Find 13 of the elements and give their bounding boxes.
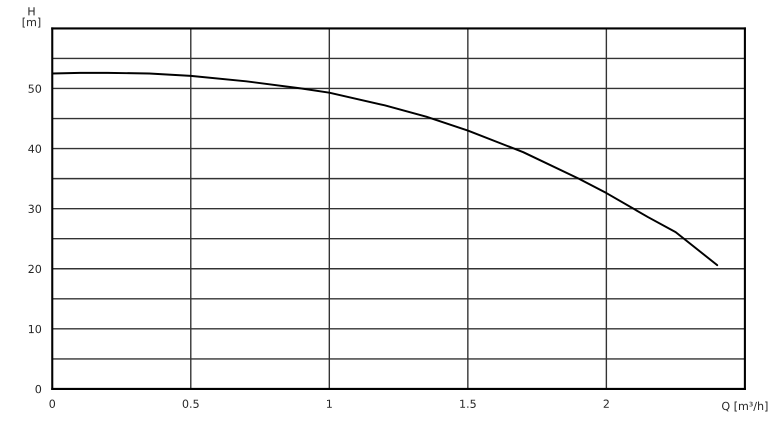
y-tick-label: 40	[28, 144, 42, 153]
x-tick-label: 0	[49, 400, 56, 408]
y-tick-label: 30	[28, 204, 42, 214]
y-tick-label: 50	[28, 84, 42, 93]
x-tick-label: 2	[604, 400, 609, 408]
y-tick-label: 20	[28, 264, 42, 274]
y-tick-label: 0	[36, 384, 42, 394]
x-tick-label: 0.5	[182, 400, 199, 408]
x-tick-label: 1	[327, 400, 332, 408]
x-axis-title: Q [m³/h]	[722, 402, 768, 412]
y-axis-title: H [m]	[22, 7, 40, 28]
y-tick-label: 10	[28, 324, 42, 334]
x-tick-label: 1.5	[460, 400, 476, 408]
